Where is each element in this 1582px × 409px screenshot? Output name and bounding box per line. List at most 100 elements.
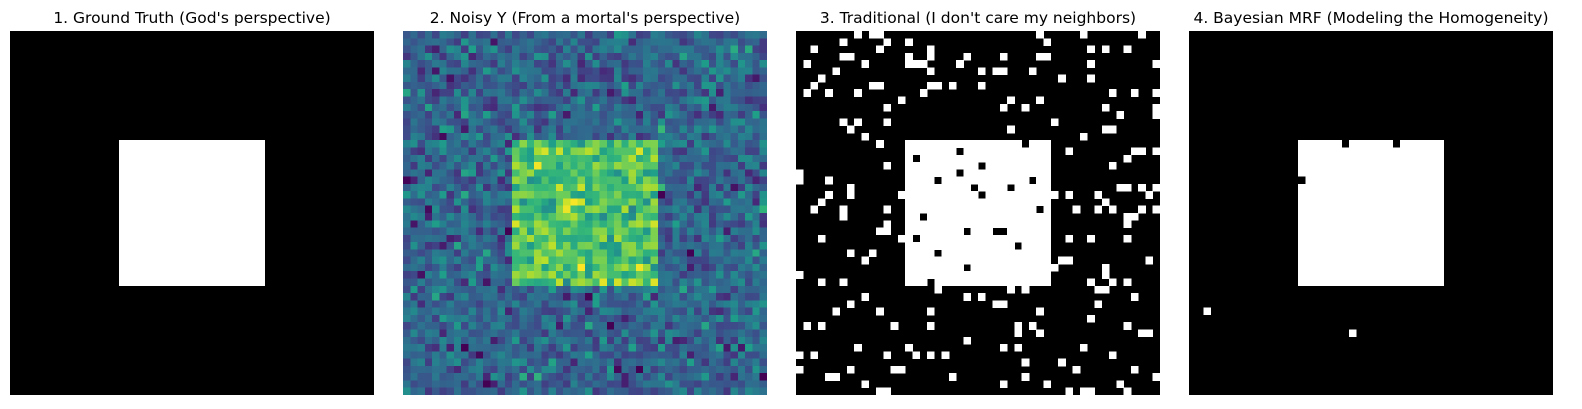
pixel — [432, 365, 440, 374]
pixel — [497, 205, 506, 214]
pixel — [585, 191, 593, 199]
error-pixel — [1341, 140, 1350, 148]
pixel — [512, 271, 520, 279]
pixel — [504, 220, 513, 228]
pixel — [686, 300, 695, 309]
pixel — [628, 169, 637, 177]
pixel — [614, 234, 622, 243]
pixel — [708, 67, 717, 76]
pixel — [461, 344, 469, 352]
pixel — [999, 344, 1008, 352]
pixel — [483, 300, 491, 309]
pixel — [461, 81, 469, 90]
pixel — [927, 176, 935, 185]
pixel — [432, 191, 440, 199]
pixel — [737, 307, 746, 316]
pixel — [978, 213, 986, 221]
pixel — [461, 373, 469, 381]
pixel — [439, 169, 448, 177]
pixel — [512, 162, 520, 170]
pixel — [686, 373, 695, 381]
pixel — [737, 103, 746, 112]
pixel — [621, 307, 630, 316]
pixel — [453, 96, 462, 105]
pixel — [956, 191, 964, 199]
pixel — [730, 169, 739, 177]
pixel — [883, 351, 892, 359]
pixel — [592, 242, 600, 250]
pixel — [672, 205, 681, 214]
pixel — [1094, 205, 1103, 214]
pixel — [1043, 154, 1052, 163]
pixel — [679, 74, 688, 83]
pixel — [737, 344, 746, 352]
pixel — [504, 263, 513, 272]
pixel — [570, 285, 579, 294]
pixel — [745, 300, 753, 309]
pixel — [599, 227, 608, 236]
pixel — [745, 183, 753, 192]
pixel — [555, 293, 564, 301]
pixel — [541, 322, 549, 330]
pixel — [752, 140, 761, 148]
pixel — [635, 125, 644, 134]
pixel — [606, 96, 615, 105]
pixel — [614, 60, 622, 68]
pixel — [541, 220, 549, 228]
pixel — [475, 132, 484, 141]
pixel — [970, 140, 979, 148]
pixel — [672, 263, 681, 272]
pixel — [621, 365, 630, 374]
pixel — [650, 336, 659, 345]
pixel — [694, 365, 702, 374]
pixel — [1014, 322, 1023, 330]
pixel — [1123, 154, 1132, 163]
pixel — [621, 81, 630, 90]
pixel — [657, 293, 666, 301]
pixel — [555, 74, 564, 83]
pixel — [526, 147, 535, 156]
pixel — [1007, 242, 1015, 250]
pixel — [963, 169, 972, 177]
pixel — [672, 103, 681, 112]
pixel — [417, 322, 426, 330]
pixel — [519, 344, 528, 352]
pixel — [577, 387, 586, 395]
pixel — [701, 234, 710, 243]
pixel — [628, 140, 637, 148]
pixel — [730, 198, 739, 207]
pixel — [599, 307, 608, 316]
pixel — [737, 132, 746, 141]
pixel — [534, 329, 542, 338]
pixel — [592, 322, 600, 330]
pixel — [912, 213, 921, 221]
pixel — [759, 344, 767, 352]
pixel — [541, 176, 549, 185]
pixel — [752, 329, 761, 338]
pixel — [694, 169, 702, 177]
pixel — [934, 234, 942, 243]
pixel — [679, 169, 688, 177]
pixel — [541, 89, 549, 97]
pixel — [643, 111, 651, 119]
pixel — [403, 256, 411, 265]
pixel — [512, 45, 520, 54]
pixel — [504, 169, 513, 177]
pixel — [534, 351, 542, 359]
pixel — [453, 234, 462, 243]
pixel — [832, 307, 841, 316]
pixel — [716, 147, 724, 156]
pixel — [490, 365, 499, 374]
pixel — [512, 60, 520, 68]
pixel — [432, 242, 440, 250]
pixel — [592, 205, 600, 214]
pixel — [730, 191, 739, 199]
pixel — [716, 89, 724, 97]
pixel — [439, 373, 448, 381]
pixel — [628, 227, 637, 236]
pixel — [1014, 183, 1023, 192]
pixel — [577, 125, 586, 134]
pixel — [941, 220, 950, 228]
pixel — [504, 111, 513, 119]
pixel — [577, 111, 586, 119]
